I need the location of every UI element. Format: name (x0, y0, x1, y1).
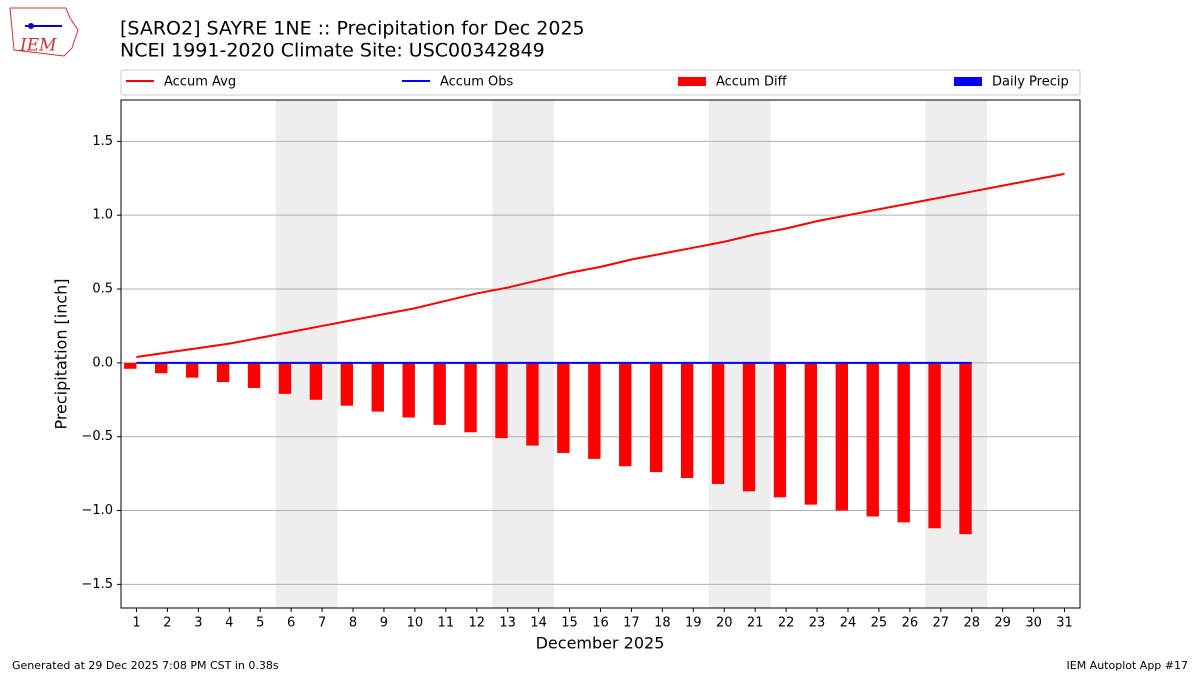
footer-left: Generated at 29 Dec 2025 7:08 PM CST in … (12, 659, 279, 672)
logo-text: IEM (19, 36, 57, 56)
x-tick-label: 21 (747, 616, 764, 631)
x-tick-label: 19 (685, 616, 702, 631)
legend-label: Accum Obs (440, 75, 513, 90)
x-tick-label: 15 (561, 616, 578, 631)
x-tick-label: 20 (716, 616, 733, 631)
x-tick-label: 8 (349, 616, 357, 631)
bar (433, 362, 446, 425)
bar (526, 362, 539, 446)
x-tick-label: 26 (902, 616, 919, 631)
x-tick-label: 29 (994, 616, 1011, 631)
bar (897, 362, 910, 523)
bar (309, 362, 323, 400)
x-tick-label: 3 (194, 616, 202, 631)
chart-title: [SARO2] SAYRE 1NE :: Precipitation for D… (120, 18, 585, 40)
weekend-shade (275, 100, 338, 608)
bar (588, 362, 601, 459)
bar (155, 362, 168, 374)
x-tick-label: 7 (318, 616, 326, 631)
x-tick-label: 16 (592, 616, 609, 631)
y-tick-label: 1.0 (92, 208, 113, 223)
plot-frame (120, 99, 1081, 609)
bar (278, 362, 292, 394)
x-tick-label: 12 (468, 616, 485, 631)
y-axis-label: Precipitation [inch] (52, 278, 71, 429)
x-tick-label: 23 (809, 616, 826, 631)
x-tick-label: 13 (499, 616, 516, 631)
x-tick-label: 5 (256, 616, 264, 631)
x-tick-label: 10 (407, 616, 424, 631)
x-tick-label: 24 (840, 616, 857, 631)
logo: IEM (9, 7, 79, 57)
x-tick-label: 2 (163, 616, 171, 631)
logo-outline (9, 7, 79, 57)
legend-swatch (678, 77, 706, 86)
x-tick-label: 14 (530, 616, 547, 631)
bar (649, 362, 663, 473)
x-tick-label: 27 (933, 616, 950, 631)
y-tick-label: 1.5 (92, 134, 113, 149)
y-tick-label: −1.5 (81, 577, 113, 592)
weekend-shade (925, 100, 988, 608)
bar (928, 362, 941, 529)
legend-label: Daily Precip (992, 75, 1069, 90)
bar (711, 362, 725, 484)
bar (773, 362, 787, 498)
bar (495, 362, 508, 439)
x-tick-label: 6 (287, 616, 295, 631)
legend-box (120, 69, 1081, 96)
bar (959, 362, 972, 535)
x-tick-label: 17 (623, 616, 640, 631)
bar (866, 362, 879, 517)
x-tick-label: 25 (871, 616, 888, 631)
x-axis-label: December 2025 (536, 634, 665, 653)
bar (247, 362, 261, 388)
x-tick-label: 1 (132, 616, 140, 631)
bar (835, 362, 848, 511)
y-tick-label: 0.5 (92, 282, 113, 297)
weekend-shade (708, 100, 771, 608)
x-tick-label: 18 (654, 616, 671, 631)
bar (619, 362, 632, 467)
line (136, 172, 1065, 358)
x-tick-label: 11 (438, 616, 455, 631)
logo-dot (28, 23, 34, 29)
bar (185, 362, 199, 378)
bar (124, 362, 137, 369)
x-tick-label: 9 (380, 616, 388, 631)
chart-subtitle: NCEI 1991-2020 Climate Site: USC00342849 (120, 40, 545, 62)
bar (371, 362, 384, 412)
legend-swatch (954, 77, 982, 86)
bar (216, 362, 230, 383)
footer-right: IEM Autoplot App #17 (1067, 659, 1189, 672)
bar (557, 362, 570, 453)
bar (804, 362, 818, 505)
y-tick-label: −1.0 (81, 503, 113, 518)
legend-label: Accum Avg (164, 75, 236, 90)
bar (402, 362, 415, 418)
x-tick-label: 28 (963, 616, 980, 631)
x-tick-label: 30 (1025, 616, 1042, 631)
x-tick-label: 22 (778, 616, 795, 631)
weekend-shade (492, 100, 555, 608)
y-tick-label: −0.5 (81, 429, 113, 444)
x-tick-label: 31 (1056, 616, 1073, 631)
bar (340, 362, 354, 406)
legend-label: Accum Diff (716, 75, 788, 90)
bar (464, 362, 477, 433)
bar (742, 362, 756, 492)
y-tick-label: 0.0 (92, 355, 113, 370)
x-tick-label: 4 (225, 616, 233, 631)
bar (680, 362, 694, 479)
